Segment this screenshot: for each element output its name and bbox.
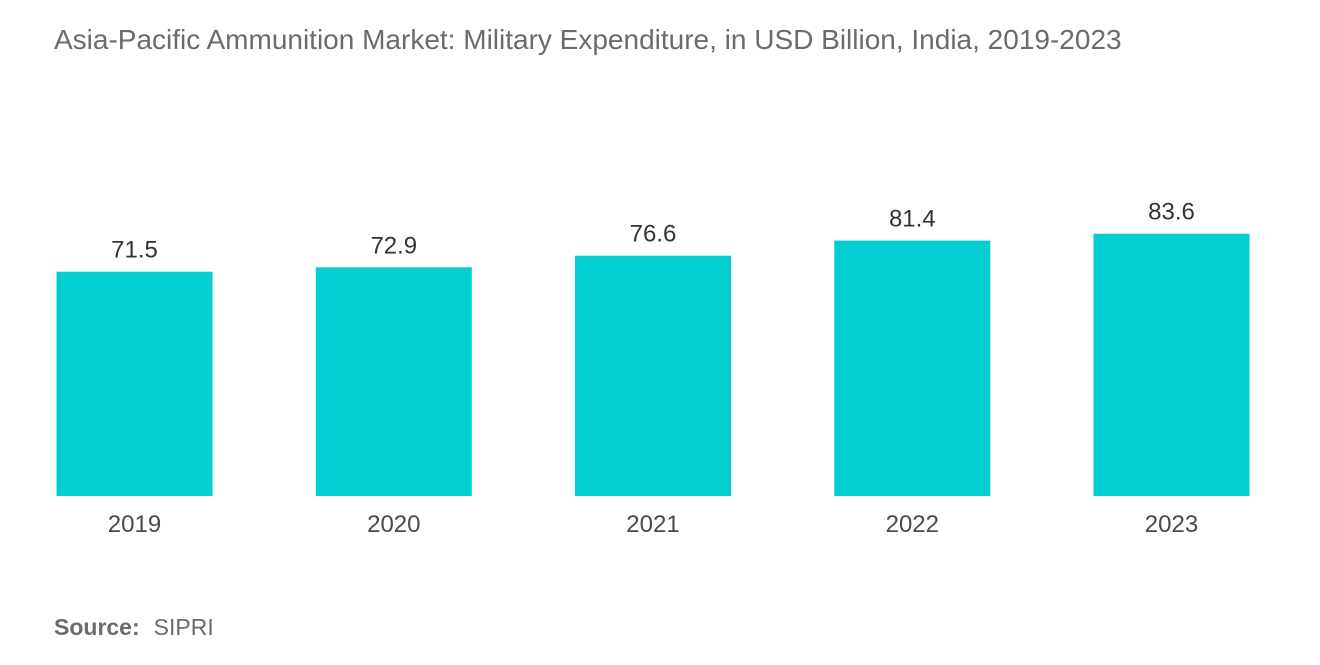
x-axis-tick-labels: 2019 2020 2021 2022 2023	[108, 511, 1198, 538]
x-tick-label-2022: 2022	[886, 511, 939, 538]
bar-2019	[56, 271, 213, 496]
bar-2020	[315, 267, 472, 496]
x-tick-label-2019: 2019	[108, 511, 161, 538]
bar-2023	[1093, 233, 1250, 496]
chart-title: Asia-Pacific Ammunition Market: Military…	[54, 24, 1122, 55]
value-label-2021: 76.6	[630, 221, 677, 248]
bars-group	[56, 233, 1250, 496]
source-label: Source:	[54, 614, 140, 640]
value-label-2019: 71.5	[111, 237, 158, 264]
x-tick-label-2021: 2021	[626, 511, 679, 538]
source-value: SIPRI	[153, 614, 214, 640]
bar-2022	[834, 240, 991, 496]
value-labels-group: 71.5 72.9 76.6 81.4 83.6	[111, 199, 1195, 264]
bar-chart: 71.5 72.9 76.6 81.4 83.6 2019 2020 2021 2022 202…	[56, 199, 1250, 538]
value-label-2023: 83.6	[1148, 199, 1195, 226]
x-tick-label-2023: 2023	[1145, 511, 1198, 538]
source-note: Source: SIPRI	[54, 614, 214, 641]
bar-2021	[575, 255, 731, 496]
value-label-2022: 81.4	[889, 206, 936, 233]
value-label-2020: 72.9	[370, 232, 417, 259]
x-tick-label-2020: 2020	[367, 511, 420, 538]
